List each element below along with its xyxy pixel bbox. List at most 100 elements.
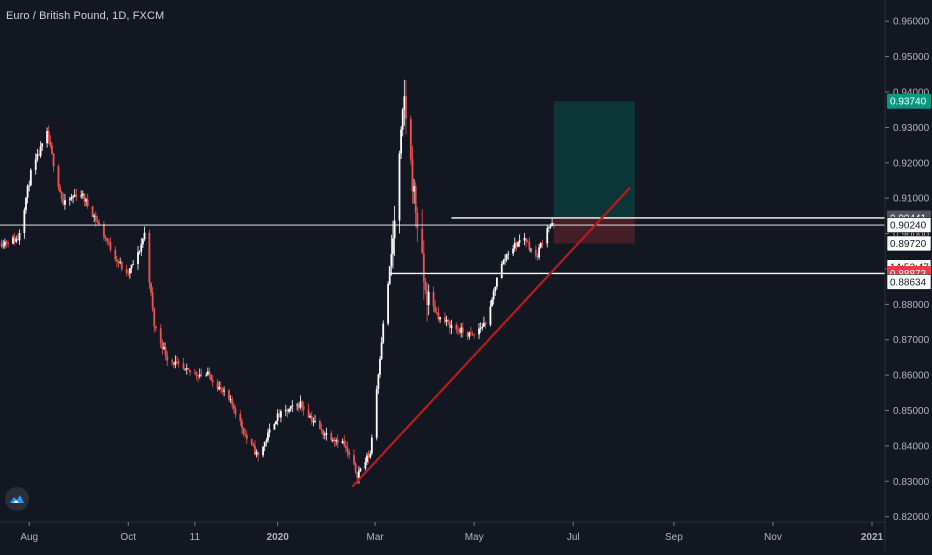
candle-body — [504, 259, 506, 261]
candle — [150, 282, 152, 297]
candle-body — [427, 291, 430, 305]
candle — [296, 403, 299, 411]
candle-body — [489, 306, 492, 325]
candle — [367, 450, 370, 464]
candle-body — [29, 169, 32, 186]
candle-body — [500, 264, 503, 278]
candle-body — [439, 317, 441, 320]
candle — [250, 438, 253, 446]
candle-body — [223, 390, 225, 392]
candle — [218, 380, 221, 391]
candle-body — [219, 387, 222, 389]
candle-body — [38, 154, 40, 156]
candle-body — [103, 224, 105, 237]
candle — [263, 441, 266, 452]
candle-body — [325, 433, 328, 435]
candle-body — [16, 238, 19, 241]
candle-body — [268, 429, 271, 433]
candle-body — [348, 451, 351, 456]
candle-body — [354, 463, 357, 473]
candle-body — [455, 324, 458, 330]
candle — [239, 410, 242, 427]
candle-body — [109, 242, 112, 250]
price-label-box — [887, 93, 931, 109]
trendline-group[interactable] — [351, 186, 631, 488]
y-tick-label: 0.90000 — [893, 229, 930, 240]
candle — [546, 224, 549, 248]
x-tick-label: Jul — [567, 532, 580, 543]
candle-body — [318, 421, 321, 430]
price-label-box — [886, 274, 932, 290]
candle — [59, 184, 61, 193]
candle-body — [25, 197, 27, 210]
candle — [159, 324, 162, 349]
candle-body — [216, 382, 219, 390]
candle — [119, 257, 122, 265]
candle-body — [484, 322, 487, 325]
x-tick-label: May — [465, 532, 484, 543]
candle — [176, 356, 178, 365]
candle — [484, 321, 487, 329]
x-tick-label: Mar — [366, 532, 384, 543]
x-tick-label: Nov — [764, 532, 782, 543]
candle-body — [137, 252, 139, 265]
candle-body — [523, 237, 526, 241]
candle — [242, 427, 245, 437]
candle-body — [552, 223, 555, 224]
candle — [228, 388, 230, 402]
candle-body — [263, 442, 266, 447]
candle-body — [357, 470, 360, 478]
candle-body — [151, 292, 154, 309]
candle-body — [3, 241, 6, 246]
candle — [450, 319, 453, 335]
candle-body — [59, 187, 61, 193]
candle — [241, 418, 243, 435]
candle-body — [232, 404, 235, 409]
candle-body — [530, 249, 532, 251]
candle-body — [161, 342, 164, 350]
candle — [427, 284, 430, 316]
candle-body — [159, 328, 162, 343]
candle — [470, 326, 472, 336]
candle-body — [536, 255, 539, 258]
candle-body — [457, 329, 459, 331]
candle — [286, 408, 289, 418]
candle — [309, 413, 312, 419]
candle-body — [502, 260, 505, 265]
candle-body — [525, 237, 528, 242]
candle — [80, 190, 83, 199]
candle-body — [302, 406, 305, 410]
candle-body — [336, 439, 339, 444]
candle-body — [150, 282, 152, 293]
position-zones — [553, 101, 635, 244]
candle — [114, 246, 117, 262]
candle — [437, 306, 440, 322]
candle-body — [208, 371, 211, 375]
tradingview-logo[interactable] — [5, 487, 29, 511]
candle — [353, 449, 355, 466]
candle — [182, 358, 185, 370]
candle — [411, 145, 414, 204]
candle — [495, 276, 498, 290]
candle-body — [541, 243, 544, 244]
candle-body — [309, 416, 312, 418]
candle-body — [424, 281, 427, 291]
candle — [120, 260, 123, 272]
candle — [94, 211, 97, 227]
candle — [232, 402, 235, 414]
candle — [262, 446, 264, 458]
y-tick-label: 0.96000 — [893, 17, 930, 28]
candle-body — [494, 286, 497, 292]
y-tick-label: 0.88000 — [893, 300, 930, 311]
candle — [47, 125, 50, 145]
candle — [13, 232, 16, 246]
candle — [421, 209, 424, 254]
candle — [517, 241, 519, 248]
candle — [479, 322, 482, 333]
candle — [200, 368, 203, 377]
candle — [333, 437, 336, 447]
candle-body — [275, 420, 277, 425]
candle-body — [401, 109, 404, 130]
